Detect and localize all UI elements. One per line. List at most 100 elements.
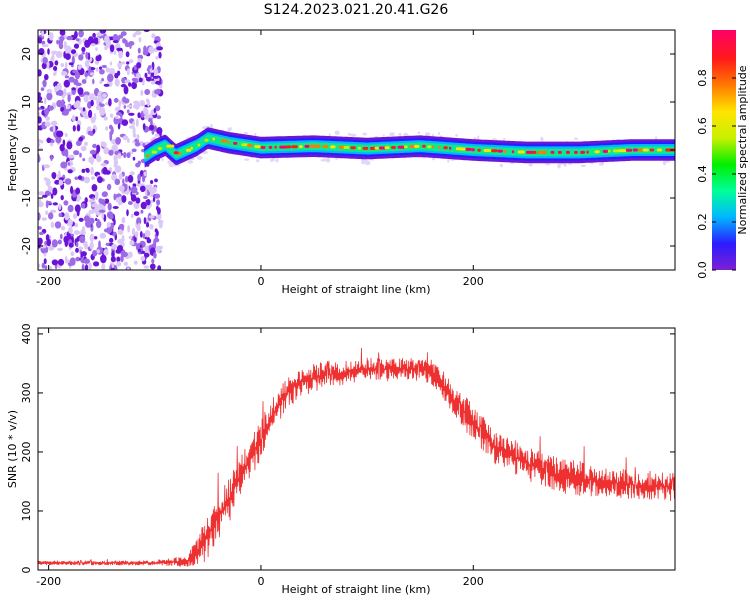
- noise-speckle: [41, 262, 45, 269]
- noise-speckle: [103, 214, 107, 222]
- noise-speckle: [50, 209, 57, 213]
- noise-speckle: [77, 65, 82, 70]
- noise-speckle: [96, 98, 100, 106]
- noise-speckle: [120, 61, 126, 65]
- halo-speckle: [255, 159, 260, 163]
- noise-speckle: [104, 198, 110, 204]
- noise-speckle: [144, 245, 148, 254]
- noise-speckle: [141, 148, 145, 153]
- noise-speckle: [38, 111, 41, 117]
- noise-speckle: [143, 265, 149, 269]
- colorbar-tick-label: 0.6: [696, 117, 709, 135]
- noise-speckle: [83, 215, 90, 222]
- noise-speckle: [61, 110, 69, 116]
- noise-speckle: [73, 43, 80, 49]
- noise-speckle: [46, 88, 53, 94]
- snr-x-axis-label: Height of straight line (km): [281, 583, 430, 596]
- noise-speckle: [113, 159, 119, 167]
- noise-speckle: [116, 111, 122, 116]
- noise-speckle: [87, 130, 93, 136]
- noise-speckle: [81, 226, 86, 235]
- halo-speckle: [326, 157, 331, 163]
- halo-speckle: [187, 160, 194, 164]
- noise-speckle: [75, 82, 82, 87]
- noise-speckle: [104, 45, 108, 51]
- noise-speckle: [140, 256, 146, 262]
- signal-core: [268, 145, 273, 149]
- noise-speckle: [78, 246, 84, 251]
- noise-speckle: [94, 96, 98, 101]
- x-tick-label: 0: [257, 275, 264, 288]
- noise-speckle: [101, 263, 106, 270]
- signal-core: [309, 144, 318, 148]
- noise-speckle: [84, 243, 89, 250]
- noise-speckle: [95, 55, 101, 62]
- noise-speckle: [70, 251, 75, 256]
- noise-speckle: [126, 152, 131, 159]
- noise-speckle: [126, 61, 130, 65]
- noise-speckle: [58, 179, 64, 186]
- noise-speckle: [38, 92, 41, 97]
- spectrogram-data-layer: [38, 30, 675, 270]
- signal-core: [613, 149, 620, 153]
- noise-speckle: [113, 98, 119, 103]
- noise-speckle: [64, 133, 68, 137]
- noise-speckle: [110, 256, 116, 263]
- noise-speckle: [78, 107, 83, 111]
- noise-speckle: [43, 164, 50, 169]
- noise-speckle: [74, 204, 81, 213]
- noise-speckle: [44, 121, 51, 127]
- x-tick-label: 200: [463, 275, 484, 288]
- noise-speckle: [126, 267, 130, 270]
- noise-speckle: [93, 261, 100, 267]
- halo-speckle: [347, 133, 352, 136]
- noise-speckle: [121, 119, 129, 126]
- noise-speckle: [145, 222, 150, 228]
- noise-speckle: [89, 217, 95, 224]
- colorbar-tick-label: 0.0: [696, 261, 709, 279]
- noise-speckle: [76, 197, 80, 202]
- halo-speckle: [364, 160, 371, 166]
- noise-speckle: [78, 175, 82, 181]
- halo-speckle: [243, 158, 250, 161]
- noise-speckle: [72, 125, 76, 132]
- noise-speckle: [105, 67, 110, 73]
- y-tick-label: 300: [20, 382, 33, 403]
- noise-speckle: [117, 62, 122, 69]
- noise-speckle: [131, 148, 137, 153]
- noise-speckle: [76, 124, 81, 132]
- noise-speckle: [58, 177, 65, 181]
- halo-speckle: [499, 163, 503, 168]
- signal-core: [525, 150, 534, 154]
- noise-speckle: [79, 235, 86, 244]
- y-tick-label: 100: [20, 500, 33, 521]
- noise-speckle: [67, 169, 73, 174]
- signal-core: [465, 147, 472, 151]
- noise-speckle: [118, 201, 122, 206]
- halo-speckle: [243, 132, 248, 135]
- signal-core: [322, 145, 329, 148]
- noise-speckle: [88, 199, 95, 203]
- noise-speckle: [133, 80, 139, 83]
- noise-speckle: [116, 245, 124, 252]
- noise-speckle: [140, 185, 146, 192]
- halo-speckle: [167, 160, 173, 165]
- noise-speckle: [63, 41, 67, 50]
- noise-speckle: [67, 204, 74, 213]
- noise-speckle: [131, 228, 136, 236]
- noise-speckle: [91, 184, 98, 192]
- noise-speckle: [112, 40, 119, 44]
- noise-speckle: [83, 141, 88, 146]
- noise-speckle: [124, 79, 131, 84]
- noise-speckle: [135, 197, 141, 204]
- noise-speckle: [126, 104, 133, 108]
- noise-speckle: [51, 50, 58, 55]
- signal-core: [274, 145, 277, 149]
- noise-speckle: [99, 107, 106, 116]
- halo-speckle: [417, 131, 421, 135]
- noise-speckle: [58, 40, 63, 49]
- noise-speckle: [148, 46, 155, 54]
- noise-speckle: [111, 267, 115, 270]
- noise-speckle: [69, 257, 76, 266]
